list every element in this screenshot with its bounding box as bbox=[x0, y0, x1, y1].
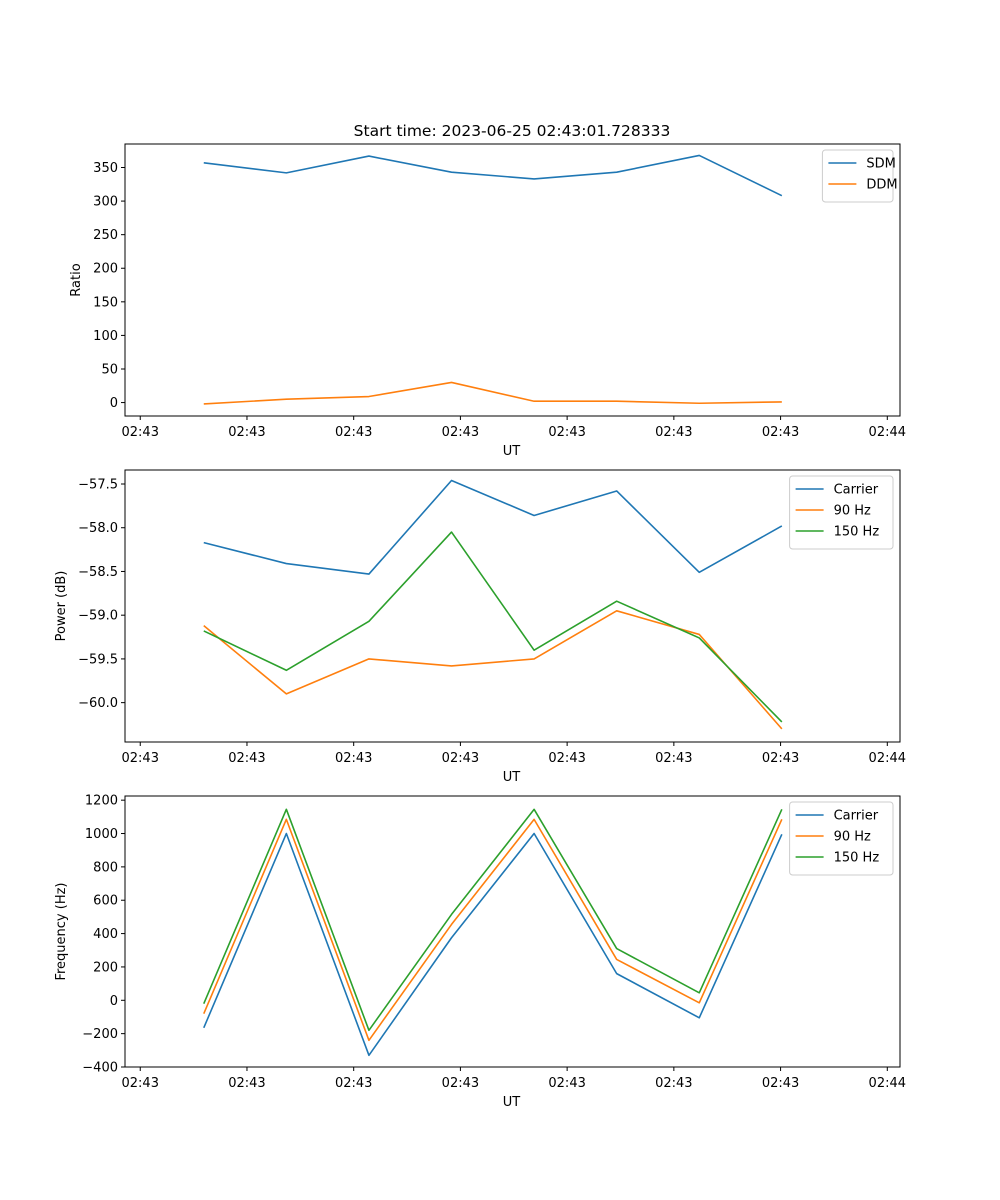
legend-label: SDM bbox=[866, 157, 895, 172]
x-tick-label: 02:43 bbox=[228, 1076, 265, 1091]
y-tick-label: 300 bbox=[93, 195, 118, 210]
x-tick-label: 02:43 bbox=[762, 1076, 799, 1091]
axes-frame bbox=[124, 143, 901, 417]
x-axis-label: UT bbox=[503, 770, 521, 785]
y-tick-label: −400 bbox=[82, 1061, 118, 1076]
x-tick-label: 02:43 bbox=[548, 1076, 585, 1091]
x-tick-label: 02:43 bbox=[335, 425, 372, 440]
y-tick-label: 200 bbox=[93, 262, 118, 277]
legend-label: 90 Hz bbox=[834, 830, 871, 845]
legend-label: 150 Hz bbox=[834, 525, 880, 540]
y-tick-label: 50 bbox=[101, 362, 118, 377]
x-tick-label: 02:43 bbox=[228, 425, 265, 440]
series-line-150-hz bbox=[203, 808, 783, 1032]
x-tick-label: 02:44 bbox=[869, 1076, 906, 1091]
x-tick-label: 02:43 bbox=[228, 751, 265, 766]
x-tick-label: 02:43 bbox=[655, 751, 692, 766]
y-tick-label: −200 bbox=[82, 1027, 118, 1042]
y-axis-label: Ratio bbox=[69, 263, 84, 296]
x-tick-label: 02:43 bbox=[655, 1076, 692, 1091]
x-tick-label: 02:43 bbox=[122, 1076, 159, 1091]
series-line-90-hz bbox=[203, 610, 783, 730]
series-line-carrier bbox=[203, 479, 783, 575]
subplot-1: 0 50 100 150 200 250 300 350 02:43 02:43 02:43 02:4… bbox=[69, 143, 906, 459]
subplots: 0 50 100 150 200 250 300 350 02:43 02:43 02:43 02:4… bbox=[54, 143, 906, 1110]
x-tick-label: 02:43 bbox=[762, 425, 799, 440]
x-tick-label: 02:43 bbox=[548, 751, 585, 766]
x-tick-label: 02:43 bbox=[335, 751, 372, 766]
legend: Carrier 90 Hz 150 Hz bbox=[789, 801, 894, 876]
x-tick-label: 02:43 bbox=[442, 751, 479, 766]
y-tick-label: 0 bbox=[110, 396, 118, 411]
x-tick-label: 02:43 bbox=[655, 425, 692, 440]
y-tick-label: 800 bbox=[93, 860, 118, 875]
y-tick-label: −58.0 bbox=[78, 521, 118, 536]
y-tick-label: 250 bbox=[93, 228, 118, 243]
y-tick-label: 350 bbox=[93, 161, 118, 176]
y-tick-label: 400 bbox=[93, 927, 118, 942]
series-line-carrier bbox=[203, 832, 783, 1057]
legend-label: 90 Hz bbox=[834, 504, 871, 519]
legend-label: Carrier bbox=[834, 483, 879, 498]
subplot-3: −400 −200 0 200 400 600 800 1000 1200 02:43 02:43 0… bbox=[54, 794, 906, 1110]
legend: Carrier 90 Hz 150 Hz bbox=[789, 475, 894, 550]
x-tick-label: 02:44 bbox=[869, 425, 906, 440]
y-tick-label: 600 bbox=[93, 894, 118, 909]
series-line-150-hz bbox=[203, 531, 783, 723]
legend: SDM DDM bbox=[821, 149, 898, 203]
x-tick-label: 02:43 bbox=[335, 1076, 372, 1091]
y-tick-label: 150 bbox=[93, 295, 118, 310]
series-line-sdm bbox=[203, 154, 783, 197]
x-tick-label: 02:43 bbox=[548, 425, 585, 440]
y-tick-label: 1200 bbox=[85, 794, 118, 809]
y-tick-label: 0 bbox=[110, 994, 118, 1009]
subplot-2: −60.0 −59.5 −59.0 −58.5 −58.0 −57.5 02:43 02:43… bbox=[54, 469, 906, 785]
axes-frame bbox=[124, 795, 901, 1068]
y-tick-label: −57.5 bbox=[78, 477, 118, 492]
x-tick-label: 02:43 bbox=[122, 425, 159, 440]
x-axis-label: UT bbox=[503, 1095, 521, 1110]
legend-label: DDM bbox=[866, 178, 897, 193]
x-tick-label: 02:43 bbox=[122, 751, 159, 766]
y-tick-label: 200 bbox=[93, 960, 118, 975]
y-tick-label: −60.0 bbox=[78, 696, 118, 711]
y-tick-label: 100 bbox=[93, 329, 118, 344]
figure-title: Start time: 2023-06-25 02:43:01.728333 bbox=[354, 122, 671, 140]
y-tick-label: −59.0 bbox=[78, 609, 118, 624]
y-tick-label: 1000 bbox=[85, 827, 118, 842]
x-tick-label: 02:44 bbox=[869, 751, 906, 766]
series-line-ddm bbox=[203, 381, 782, 405]
x-tick-label: 02:43 bbox=[442, 425, 479, 440]
axes-frame bbox=[124, 469, 901, 743]
y-axis-label: Power (dB) bbox=[54, 571, 69, 642]
series-line-90-hz bbox=[203, 818, 783, 1042]
legend-label: 150 Hz bbox=[834, 851, 880, 866]
y-tick-label: −59.5 bbox=[78, 652, 118, 667]
x-tick-label: 02:43 bbox=[762, 751, 799, 766]
y-axis-label: Frequency (Hz) bbox=[54, 882, 69, 980]
x-axis-label: UT bbox=[503, 444, 521, 459]
legend-label: Carrier bbox=[834, 809, 879, 824]
x-tick-label: 02:43 bbox=[442, 1076, 479, 1091]
y-tick-label: −58.5 bbox=[78, 565, 118, 580]
